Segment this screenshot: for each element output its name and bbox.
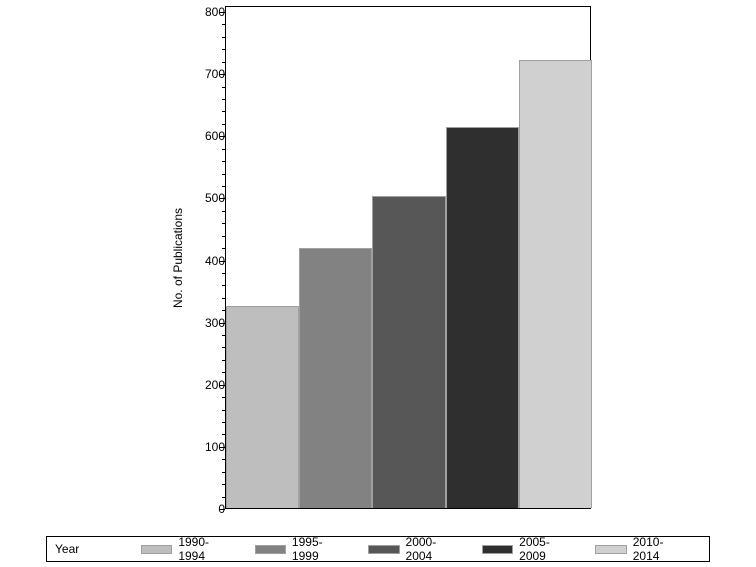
y-tick-label: 600 [204, 129, 225, 144]
bar-2000-2004 [372, 195, 446, 508]
y-tick-label: 500 [204, 191, 225, 206]
legend-label: 1990-1994 [178, 535, 210, 563]
legend-swatch [254, 544, 286, 554]
legend-item: 1995-1999 [254, 535, 347, 563]
legend-label: 2005-2009 [519, 535, 550, 563]
legend-label: 1995-1999 [291, 535, 323, 563]
y-tick-label: 400 [204, 253, 225, 268]
legend-swatch [595, 544, 627, 554]
y-tick-label: 100 [204, 439, 225, 454]
legend: Year 1990-1994 1995-1999 2000-2004 2005-200… [46, 535, 710, 563]
legend-item: 1990-1994 [140, 535, 233, 563]
y-axis-label: No. of Publications [171, 207, 185, 309]
legend-swatch [140, 544, 173, 554]
bar-2005-2009 [445, 127, 519, 508]
legend-label: 2010-2014 [632, 535, 664, 563]
legend-item: 2010-2014 [595, 535, 687, 563]
legend-item: 2005-2009 [481, 535, 574, 563]
legend-item: 2000-2004 [368, 535, 460, 563]
legend-title: Year [55, 542, 80, 556]
bar-1995-1999 [299, 248, 373, 508]
legend-swatch [368, 544, 400, 554]
y-tick-label: 700 [204, 67, 225, 82]
bar-1990-1994 [226, 306, 300, 508]
plot-area [225, 6, 592, 509]
y-tick-label: 200 [204, 377, 225, 392]
legend-swatch [481, 544, 514, 554]
y-tick-label: 300 [204, 315, 225, 330]
legend-label: 2000-2004 [405, 535, 437, 563]
bar-2010-2014 [518, 60, 592, 508]
y-tick-label: 800 [204, 5, 225, 19]
